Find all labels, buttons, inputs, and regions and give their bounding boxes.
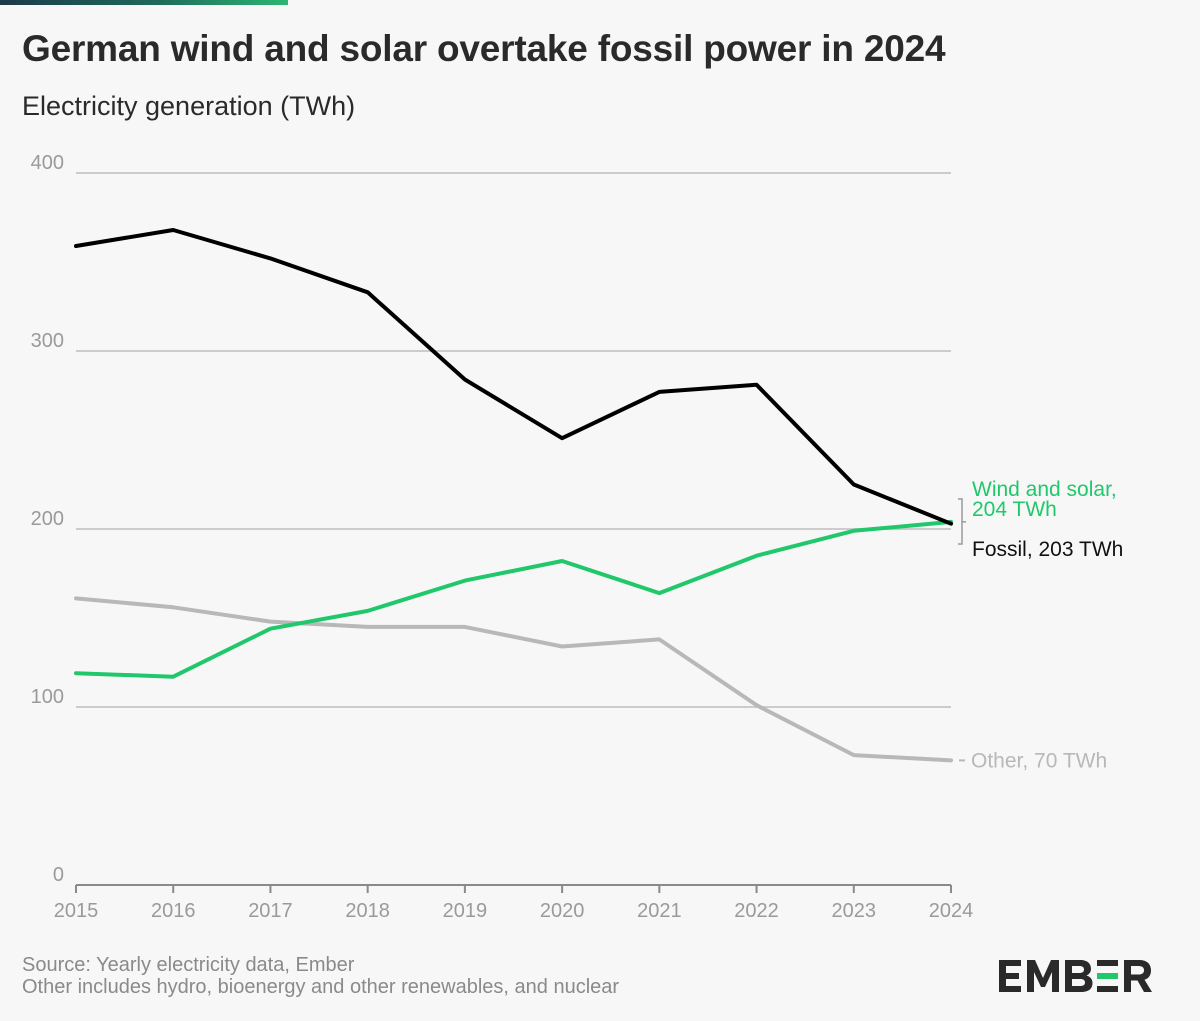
x-tick-label: 2023 [832, 900, 877, 922]
series-line-other [74, 596, 953, 763]
wind-solar-end-label-line1: Wind and solar, [972, 478, 1117, 501]
x-tick-label: 2018 [345, 900, 390, 922]
y-tick-label: 100 [31, 686, 64, 708]
x-tick-label: 2019 [443, 900, 488, 922]
y-tick-label: 200 [31, 508, 64, 530]
y-tick-label: 0 [53, 864, 64, 886]
source-text: Source: Yearly electricity data, Ember [22, 954, 355, 976]
x-tick-label: 2017 [248, 900, 293, 922]
ember-logo [999, 960, 1152, 992]
x-tick-label: 2016 [151, 900, 196, 922]
y-tick-label: 400 [31, 152, 64, 174]
x-tick-label: 2020 [540, 900, 585, 922]
chart-subtitle: Electricity generation (TWh) [22, 91, 356, 121]
y-tick-label: 300 [31, 330, 64, 352]
other-end-label: Other, 70 TWh [971, 749, 1107, 772]
y-axis-ticks: 0 100 200 300 400 [31, 152, 64, 886]
x-tick-label: 2022 [734, 900, 779, 922]
series-line-wind-and-solar [74, 519, 953, 679]
series-end-labels: Wind and solar,204 TWh Fossil, 203 TWh Oth… [958, 478, 1123, 772]
gridlines [76, 172, 951, 708]
series-lines [74, 228, 953, 763]
top-accent-bar [0, 0, 288, 5]
x-tick-label: 2021 [637, 900, 682, 922]
x-axis: 2015 2016 2017 2018 2019 2020 2021 2022 2023 2024 [54, 884, 974, 922]
source-note: Source: Yearly electricity data, Ember O… [22, 954, 619, 998]
x-tick-label: 2024 [929, 900, 974, 922]
fossil-end-label: Fossil, 203 TWh [972, 538, 1123, 561]
x-tick-label: 2015 [54, 900, 99, 922]
wind-solar-end-label-line2: 204 TWh [972, 498, 1057, 521]
series-line-fossil [74, 228, 953, 526]
label-bracket [958, 498, 963, 545]
chart-title: German wind and solar overtake fossil po… [22, 28, 946, 69]
other-definition-text: Other includes hydro, bioenergy and othe… [22, 976, 620, 998]
